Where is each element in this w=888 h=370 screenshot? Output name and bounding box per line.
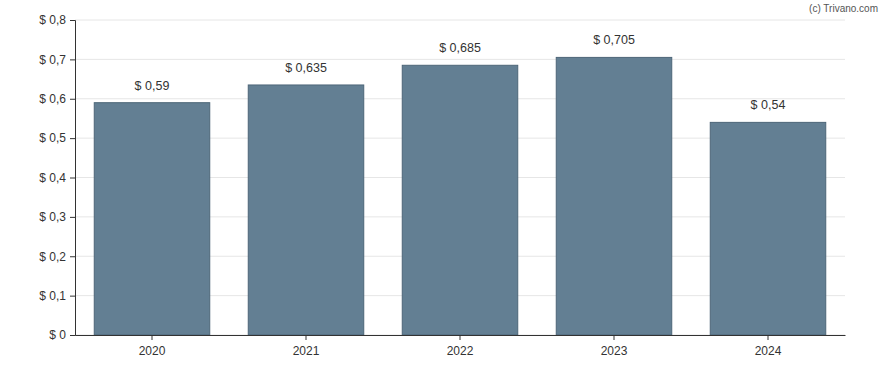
tick-label: 2023 (601, 344, 628, 358)
tick: $ 0 (49, 328, 75, 342)
bar (556, 57, 672, 335)
tick: $ 0,8 (39, 13, 75, 27)
tick: 2021 (293, 335, 320, 358)
grid-line (75, 59, 845, 60)
tick-mark (306, 335, 307, 340)
tick-label: 2021 (293, 344, 320, 358)
tick-label: $ 0,4 (39, 171, 66, 185)
data-label: $ 0,635 (285, 61, 327, 75)
chart: $ 0 $ 0,1 $ 0,2 $ 0,3 $ 0,4 $ 0,5 $ 0,6 $ 0,7 $ … (0, 0, 888, 370)
data-label: $ 0,59 (135, 79, 170, 93)
tick-mark (70, 99, 75, 100)
y-axis: $ 0 $ 0,1 $ 0,2 $ 0,3 $ 0,4 $ 0,5 $ 0,6 $ 0,7 $ … (39, 13, 75, 342)
credit: (c) Trivano.com (809, 3, 878, 14)
tick-label: 2020 (139, 344, 166, 358)
data-labels: $ 0,59 $ 0,635 $ 0,685 $ 0,705 $ 0,54 (135, 33, 786, 112)
tick-label: $ 0,6 (39, 92, 66, 106)
x-axis: 2020 2021 2022 2023 2024 (76, 335, 846, 358)
tick: 2024 (755, 335, 782, 358)
tick-mark (70, 256, 75, 257)
bar (710, 122, 826, 335)
tick-mark (460, 335, 461, 340)
tick: $ 0,7 (39, 53, 75, 67)
tick-mark (70, 59, 75, 60)
tick-label: 2022 (447, 344, 474, 358)
tick: $ 0,1 (39, 289, 75, 303)
tick-label: $ 0 (49, 328, 66, 342)
bar (248, 85, 364, 335)
bar (94, 103, 210, 335)
tick-mark (70, 20, 75, 21)
bars (94, 57, 826, 335)
bar (402, 65, 518, 335)
data-label: $ 0,705 (593, 33, 635, 47)
tick-label: $ 0,8 (39, 13, 66, 27)
data-label: $ 0,685 (439, 41, 481, 55)
tick-label: $ 0,7 (39, 53, 66, 67)
tick: 2022 (447, 335, 474, 358)
tick-mark (70, 335, 75, 336)
tick-label: $ 0,3 (39, 210, 66, 224)
tick-mark (70, 296, 75, 297)
data-label: $ 0,54 (751, 98, 786, 112)
tick-mark (614, 335, 615, 340)
tick: $ 0,3 (39, 210, 75, 224)
tick-mark (70, 138, 75, 139)
tick-mark (70, 178, 75, 179)
tick-label: 2024 (755, 344, 782, 358)
tick: $ 0,6 (39, 92, 75, 106)
tick-mark (70, 217, 75, 218)
tick-label: $ 0,2 (39, 250, 66, 264)
tick-label: $ 0,5 (39, 131, 66, 145)
tick: $ 0,5 (39, 131, 75, 145)
grid-line (75, 20, 845, 21)
tick: $ 0,4 (39, 171, 75, 185)
tick: 2023 (601, 335, 628, 358)
tick-mark (152, 335, 153, 340)
tick: 2020 (139, 335, 166, 358)
axis-line (70, 21, 76, 336)
tick: $ 0,2 (39, 250, 75, 264)
tick-label: $ 0,1 (39, 289, 66, 303)
grid (75, 20, 845, 335)
tick-mark (768, 335, 769, 340)
